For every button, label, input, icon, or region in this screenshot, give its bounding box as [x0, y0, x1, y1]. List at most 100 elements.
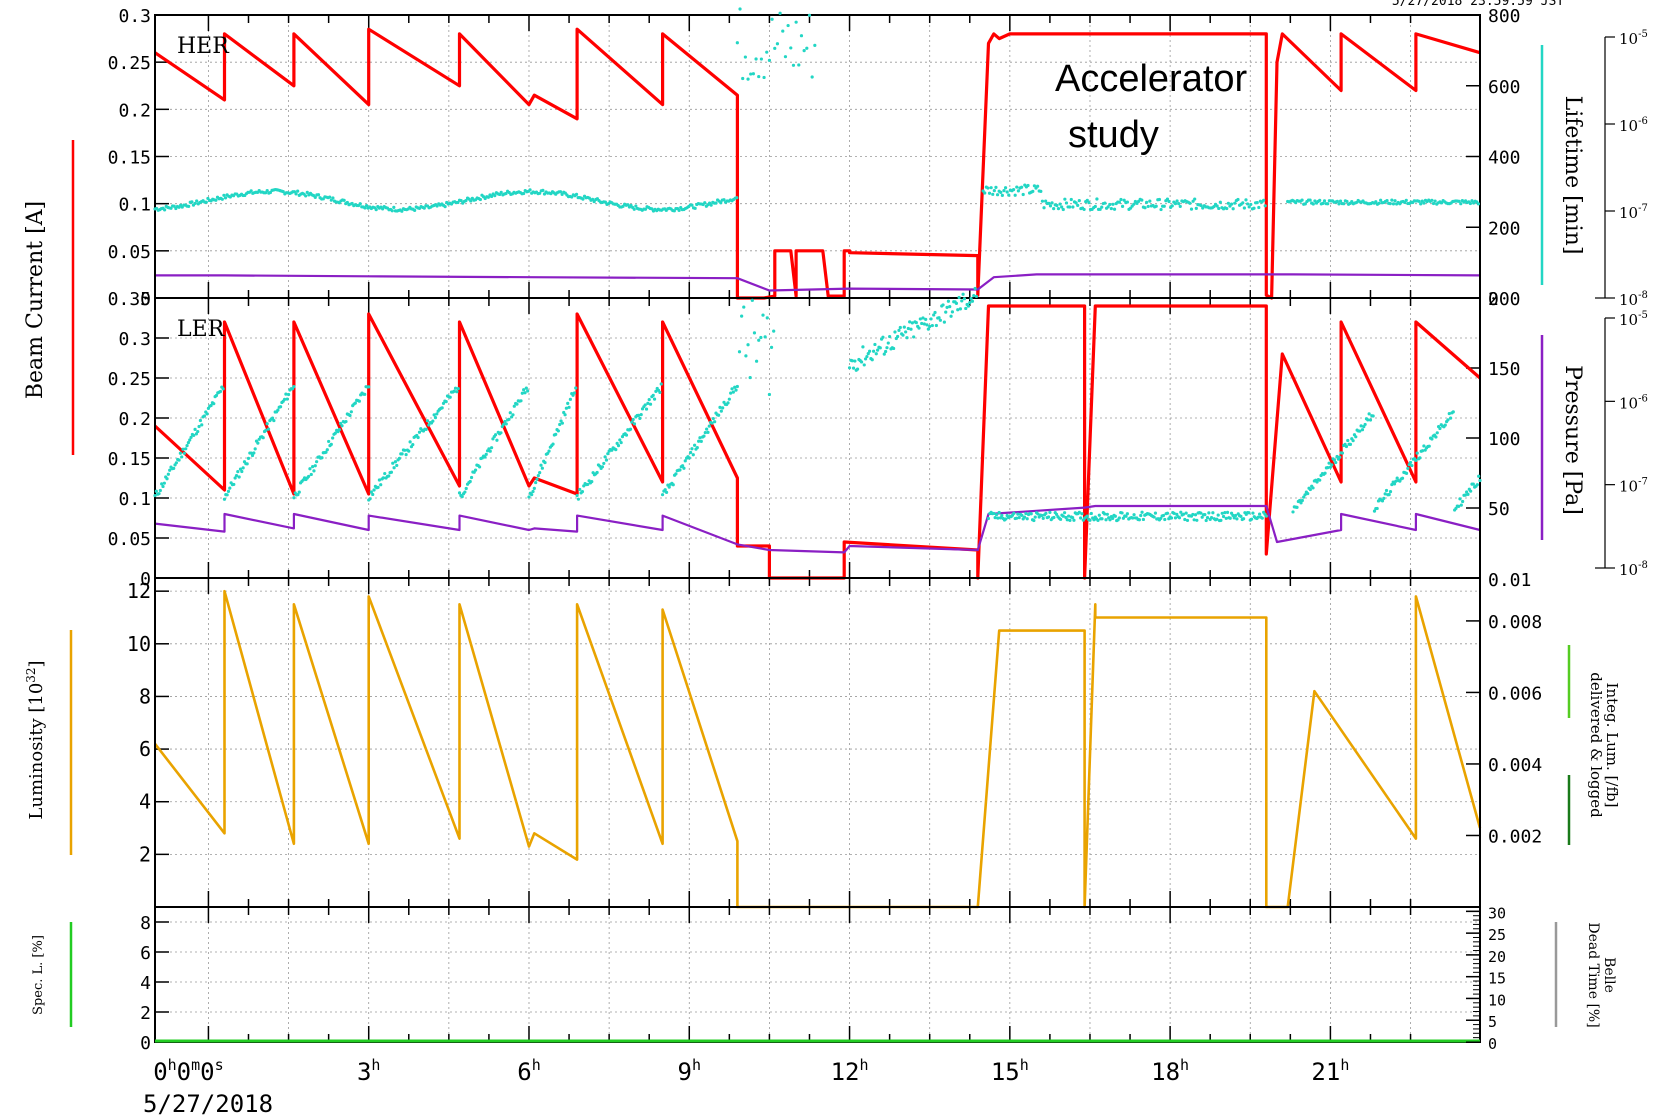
lifetime-point — [917, 326, 921, 330]
lifetime-point — [944, 310, 948, 314]
lifetime-point — [1000, 513, 1004, 518]
right-tick-label: 0 — [1488, 1035, 1497, 1053]
lifetime-point — [942, 320, 946, 324]
lifetime-point — [772, 329, 776, 333]
lifetime-point — [1291, 510, 1295, 514]
lifetime-point — [751, 72, 755, 76]
lifetime-point — [468, 479, 472, 484]
lifetime-point — [249, 451, 253, 455]
y-tick-label: 6 — [139, 737, 151, 761]
lifetime-point — [263, 191, 268, 195]
lifetime-point — [1418, 456, 1422, 460]
right-tick-label: 0 — [1488, 289, 1499, 310]
lifetime-point — [1233, 201, 1237, 205]
lifetime-point — [759, 335, 763, 340]
lifetime-point — [1345, 199, 1349, 204]
lifetime-point — [1152, 515, 1156, 519]
lifetime-point — [636, 413, 641, 417]
lifetime-point — [746, 343, 750, 347]
lifetime-point — [663, 488, 667, 492]
lifetime-point — [714, 201, 718, 205]
lifetime-point — [961, 292, 965, 296]
lifetime-point — [958, 307, 963, 311]
lifetime-point — [695, 445, 699, 450]
lifetime-point — [993, 516, 997, 520]
lifetime-point — [333, 431, 337, 435]
lifetime-point — [1117, 200, 1121, 204]
lifetime-point — [954, 301, 959, 305]
lifetime-point — [221, 387, 225, 391]
lifetime-point — [671, 483, 675, 487]
lifetime-point — [1093, 204, 1097, 209]
lifetime-point — [1438, 426, 1442, 431]
lifetime-point — [1082, 207, 1086, 212]
lifetime-point — [918, 317, 922, 321]
lifetime-point — [898, 325, 902, 330]
lifetime-point — [223, 196, 228, 200]
lifetime-point — [325, 448, 329, 452]
lifetime-point — [1170, 204, 1174, 208]
panel-frame — [154, 906, 1481, 1043]
lifetime-point — [1300, 498, 1304, 503]
lifetime-point — [1179, 510, 1183, 514]
lifetime-point — [556, 429, 560, 433]
lifetime-point — [672, 209, 676, 213]
current-line — [153, 304, 1482, 580]
lifetime-point — [1457, 199, 1461, 203]
integ-lum-label-line1: Integ. Lum. [/fb] — [1603, 683, 1621, 808]
lifetime-point — [909, 327, 913, 331]
lifetime-point — [805, 46, 809, 50]
lifetime-point — [1104, 518, 1108, 522]
lifetime-point — [767, 392, 772, 397]
lifetime-point — [1141, 517, 1146, 522]
lifetime-point — [870, 358, 874, 362]
lifetime-point — [632, 422, 637, 426]
lifetime-point — [928, 324, 932, 329]
lifetime-point — [1390, 482, 1394, 487]
lifetime-point — [651, 393, 655, 397]
lifetime-point — [433, 416, 438, 420]
lifetime-point — [367, 385, 371, 389]
lifetime-point — [1140, 510, 1144, 514]
lifetime-point — [464, 199, 468, 203]
y-tick-label: 0.1 — [118, 195, 151, 216]
right-tick-label: 5 — [1488, 1013, 1497, 1031]
lifetime-point — [403, 448, 407, 452]
x-tick-label: 6h — [517, 1056, 540, 1086]
lifetime-point — [924, 317, 928, 321]
lifetime-point — [202, 414, 207, 418]
lifetime-point — [1391, 202, 1396, 206]
lifetime-point — [926, 327, 930, 331]
lifetime-point — [654, 389, 658, 393]
lifetime-point — [1185, 518, 1190, 523]
lifetime-point — [1404, 471, 1409, 475]
lifetime-point — [218, 389, 223, 394]
lifetime-point — [305, 190, 309, 194]
right-tick-label: 600 — [1488, 77, 1521, 98]
lifetime-point — [1117, 516, 1121, 520]
lifetime-point — [718, 405, 722, 409]
lifetime-point — [1344, 444, 1349, 449]
lifetime-point — [859, 360, 864, 364]
lifetime-point — [483, 455, 487, 459]
lifetime-point — [489, 194, 494, 199]
lifetime-point — [906, 326, 910, 331]
y-tick-label: 2 — [139, 842, 151, 866]
lifetime-point — [1299, 501, 1303, 505]
lifetime-point — [1068, 518, 1072, 522]
lifetime-point — [807, 13, 812, 17]
lifetime-point — [863, 357, 868, 361]
lifetime-point — [1433, 199, 1437, 203]
lifetime-point — [746, 77, 750, 81]
lifetime-point — [744, 354, 748, 358]
lifetime-point — [1258, 512, 1262, 516]
lifetime-point — [580, 490, 585, 494]
lifetime-point — [261, 436, 265, 440]
lifetime-point — [767, 58, 772, 62]
lifetime-point — [431, 419, 435, 423]
lifetime-point — [508, 411, 512, 415]
lifetime-point — [393, 460, 398, 464]
lifetime-point — [1188, 201, 1192, 205]
lifetime-point — [1172, 511, 1176, 515]
